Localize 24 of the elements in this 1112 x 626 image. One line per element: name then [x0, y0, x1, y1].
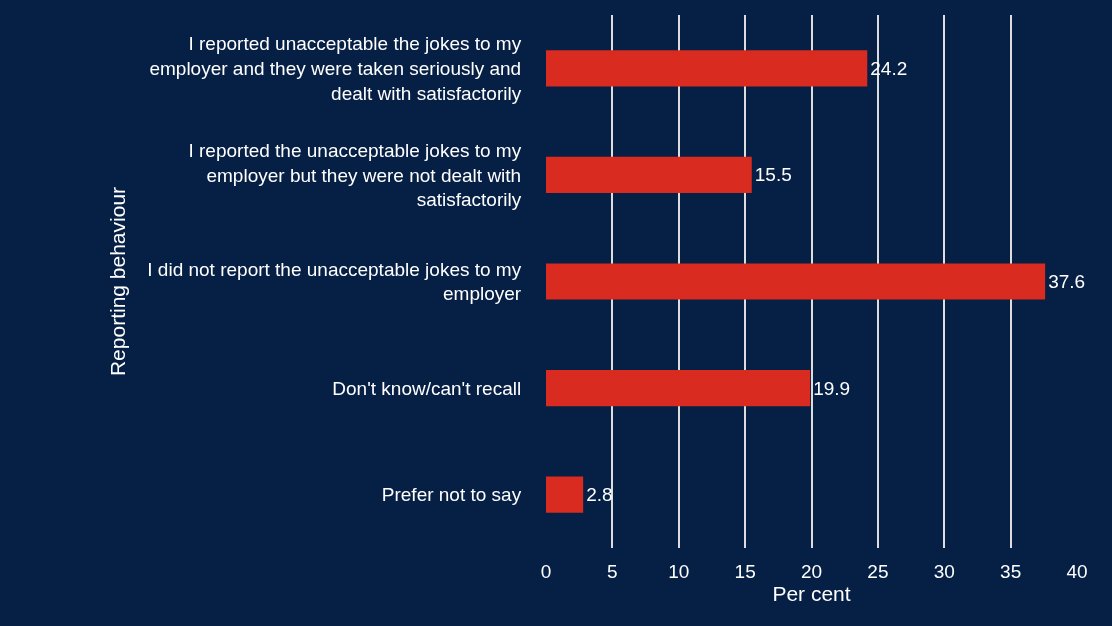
x-tick-label: 0: [540, 560, 552, 582]
bar: [546, 476, 584, 513]
x-tick-label: 5: [607, 560, 618, 582]
y-tick-label: Don't know/can't recall: [332, 377, 522, 399]
bar: [546, 156, 752, 194]
y-tick-label: I did not report the unacceptable jokes to my employer: [147, 258, 522, 305]
bar: [546, 263, 1046, 300]
bar: [546, 369, 811, 407]
x-axis-title: Per cent: [772, 581, 851, 605]
x-tick-label: 25: [867, 560, 889, 582]
x-tick-label: 15: [734, 560, 756, 582]
data-label: 19.9: [813, 377, 851, 399]
y-tick-label: I reported the unacceptable jokes to my employer but they were not dealt with satisfactorily: [188, 139, 522, 211]
x-tick-label: 30: [933, 560, 955, 582]
y-tick-label: Prefer not to say: [381, 484, 522, 506]
bar: [546, 50, 868, 87]
y-axis-title: Reporting behaviour: [106, 186, 130, 377]
x-tick-label: 20: [800, 560, 823, 582]
y-tick-label: I reported unacceptable the jokes to my employer and they were taken seriously and dealt with satisfactorily: [149, 33, 522, 104]
data-label: 15.5: [754, 164, 792, 186]
x-tick-label: 35: [1000, 560, 1022, 582]
x-tick-label: 10: [668, 560, 690, 582]
x-tick-label: 40: [1066, 560, 1088, 582]
data-label: 37.6: [1048, 271, 1086, 292]
